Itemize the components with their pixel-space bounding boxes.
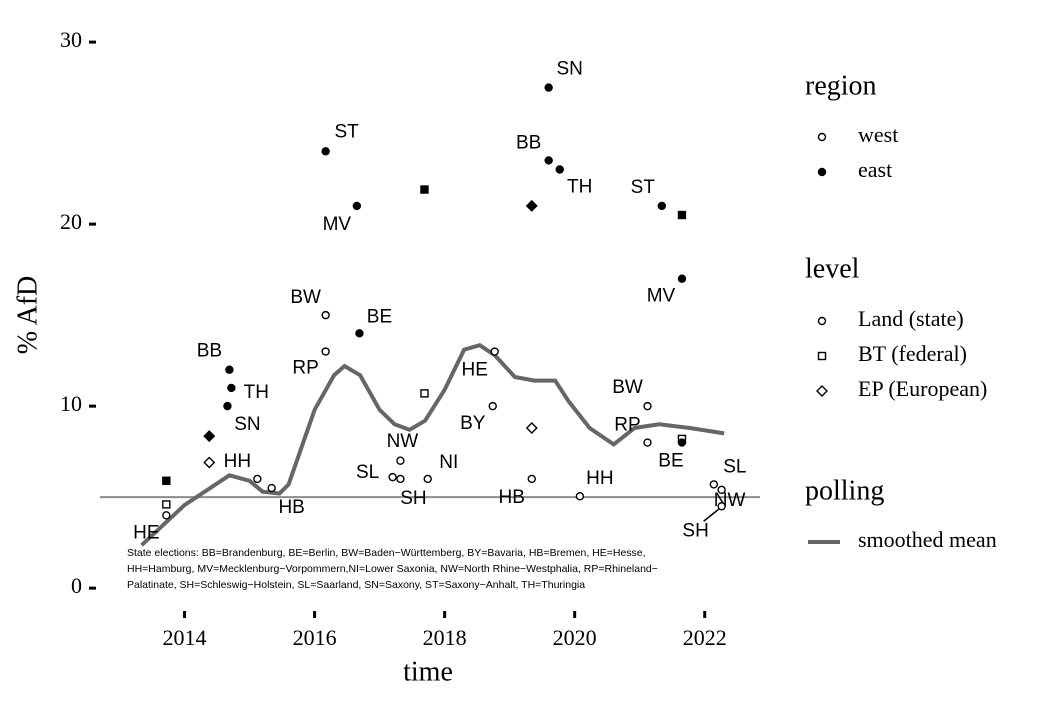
point-label: SH bbox=[400, 488, 426, 509]
point-label: ST bbox=[334, 121, 359, 142]
point bbox=[321, 310, 330, 320]
legend-title: region bbox=[805, 70, 877, 101]
x-tick-label: 2018 bbox=[423, 625, 467, 650]
point bbox=[388, 472, 397, 482]
legend-marker bbox=[817, 132, 827, 142]
point-label: TH bbox=[567, 177, 592, 198]
point bbox=[420, 389, 429, 398]
point bbox=[321, 347, 330, 356]
point-label: BY bbox=[460, 413, 486, 434]
point bbox=[816, 385, 828, 397]
y-axis-label: % AfD bbox=[12, 276, 43, 355]
footnote: HH=Hamburg, MV=Mecklenburg−Vorpommern,NI… bbox=[127, 563, 658, 575]
point bbox=[355, 329, 364, 338]
y-tick-label: 20 bbox=[60, 209, 82, 234]
point bbox=[321, 147, 330, 156]
point bbox=[267, 483, 276, 493]
point bbox=[420, 185, 429, 194]
point-label: BE bbox=[658, 451, 683, 472]
point-label: BB bbox=[516, 132, 541, 153]
point-label: ST bbox=[631, 177, 656, 198]
point-label: BW bbox=[290, 287, 321, 308]
point bbox=[162, 476, 171, 485]
point bbox=[253, 474, 262, 484]
point bbox=[227, 383, 236, 393]
legend-label: Land (state) bbox=[858, 306, 964, 331]
point bbox=[817, 351, 827, 361]
point bbox=[396, 474, 405, 484]
point bbox=[203, 430, 216, 443]
y-tick-label: 30 bbox=[60, 27, 82, 52]
point-label: MV bbox=[647, 286, 676, 307]
point bbox=[657, 201, 667, 211]
point-label: MV bbox=[323, 214, 352, 235]
point-label: HE bbox=[461, 360, 487, 381]
point bbox=[709, 480, 719, 489]
y-tick-label: 10 bbox=[60, 391, 82, 416]
point bbox=[525, 421, 538, 434]
point bbox=[223, 401, 232, 411]
point-label: RP bbox=[614, 415, 640, 436]
point-label: BB bbox=[197, 341, 222, 362]
point bbox=[677, 210, 687, 220]
point-label: HH bbox=[586, 468, 613, 489]
y-tick-label: 0 bbox=[71, 573, 82, 598]
x-tick-label: 2022 bbox=[683, 625, 727, 650]
legend-title: level bbox=[805, 253, 860, 284]
point-label: SL bbox=[356, 462, 379, 483]
point bbox=[677, 274, 687, 283]
point bbox=[544, 83, 553, 92]
point-label: BE bbox=[367, 306, 392, 327]
point-label: HB bbox=[499, 487, 525, 508]
point-label: HH bbox=[224, 451, 251, 472]
point bbox=[717, 485, 726, 495]
point-label: RP bbox=[292, 358, 318, 379]
point bbox=[162, 500, 171, 509]
point bbox=[544, 156, 553, 165]
point-label: SL bbox=[723, 456, 746, 477]
point-label: NI bbox=[439, 452, 458, 473]
legend-title: polling bbox=[805, 475, 884, 506]
point-label: SN bbox=[556, 59, 582, 80]
point-label: SH bbox=[682, 520, 708, 541]
point bbox=[490, 347, 499, 356]
point bbox=[575, 492, 585, 501]
x-tick-label: 2014 bbox=[163, 625, 207, 650]
point-label: NW bbox=[387, 431, 419, 452]
point bbox=[717, 502, 726, 511]
point-label: HB bbox=[278, 497, 304, 518]
point bbox=[643, 438, 652, 447]
legend-marker bbox=[817, 167, 827, 177]
footnote: Palatinate, SH=Schleswig−Holstein, SL=Sa… bbox=[127, 579, 585, 591]
legend-label: BT (federal) bbox=[858, 341, 967, 366]
point-label: BW bbox=[612, 377, 643, 398]
point bbox=[352, 201, 362, 211]
legend-label: west bbox=[858, 122, 898, 147]
point-label: SN bbox=[234, 414, 260, 435]
legend-label: east bbox=[858, 157, 892, 182]
point-label: TH bbox=[244, 382, 269, 403]
leader-line bbox=[703, 508, 720, 522]
smoothed-line bbox=[140, 343, 725, 547]
point bbox=[525, 199, 538, 212]
x-tick-label: 2020 bbox=[553, 625, 597, 650]
x-axis-label: time bbox=[403, 656, 453, 687]
point bbox=[203, 456, 216, 469]
point bbox=[643, 401, 652, 411]
point bbox=[677, 438, 687, 447]
point bbox=[488, 401, 497, 411]
point bbox=[423, 474, 432, 484]
footnote: State elections: BB=Brandenburg, BE=Berl… bbox=[127, 547, 646, 559]
legend-label: EP (European) bbox=[858, 376, 987, 401]
point-label: HE bbox=[133, 522, 159, 543]
point bbox=[817, 316, 827, 326]
point bbox=[527, 474, 536, 484]
point bbox=[555, 165, 564, 174]
point bbox=[225, 365, 234, 374]
point bbox=[396, 456, 405, 465]
x-tick-label: 2016 bbox=[293, 625, 337, 650]
point bbox=[162, 511, 171, 520]
legend-label: smoothed mean bbox=[858, 527, 997, 552]
